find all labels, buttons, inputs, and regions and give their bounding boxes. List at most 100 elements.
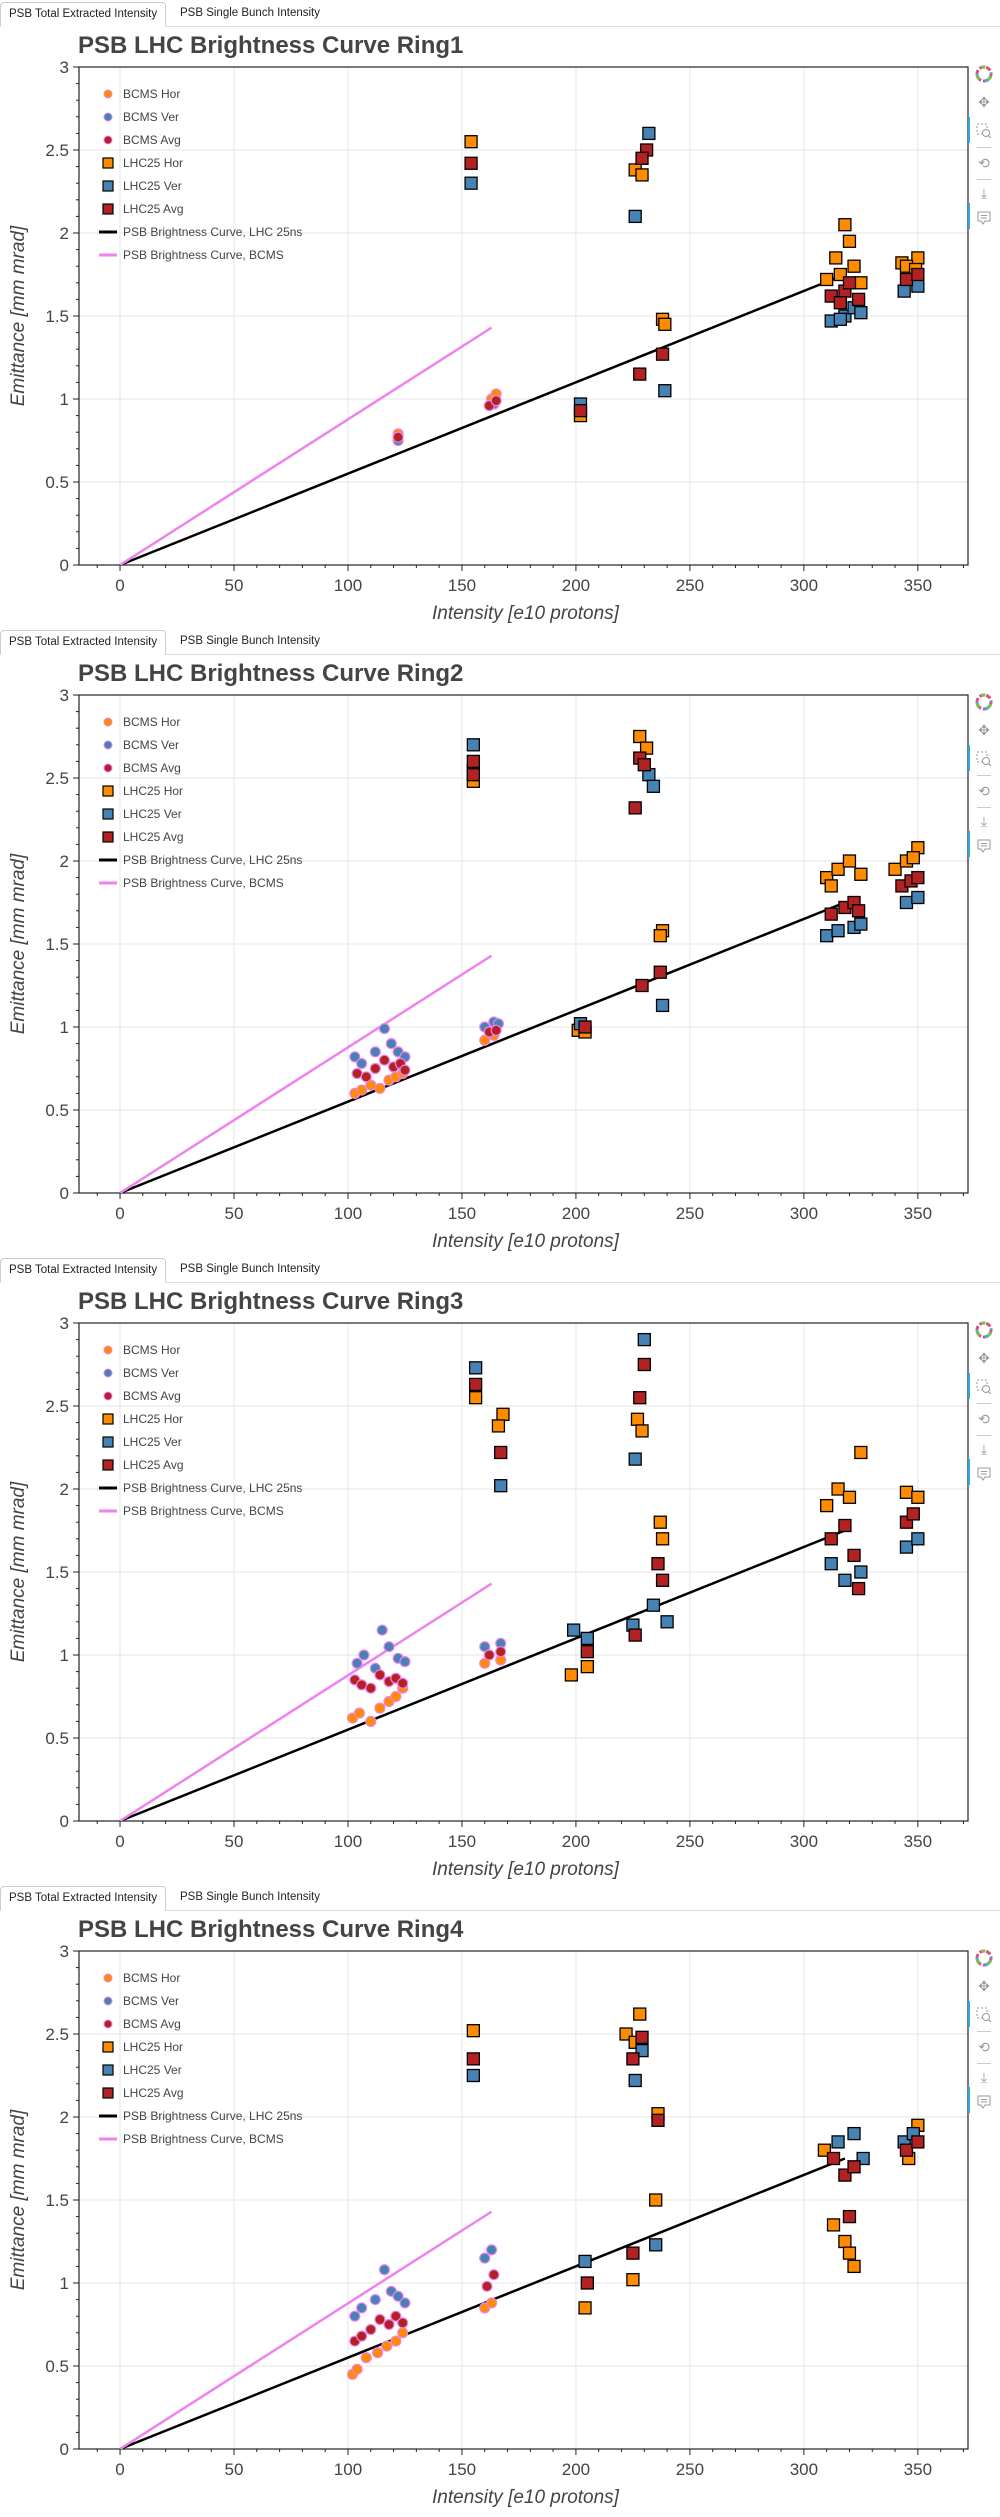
tab-single-bunch-intensity[interactable]: PSB Single Bunch Intensity (180, 1891, 320, 1903)
point-lhc25-ver[interactable] (831, 2135, 845, 2149)
point-bcms-avg[interactable] (399, 1064, 411, 1076)
point-bcms-hor[interactable] (390, 2335, 402, 2347)
point-lhc25-avg[interactable] (633, 1391, 647, 1405)
point-lhc25-ver[interactable] (911, 890, 925, 905)
point-lhc25-hor[interactable] (468, 1391, 483, 1405)
series-line-psb-brightness-curve-bcms[interactable] (119, 1582, 493, 1821)
point-lhc25-hor[interactable] (854, 867, 868, 881)
point-lhc25-hor[interactable] (658, 317, 672, 331)
legend-item-lhc25-ver[interactable]: LHC25 Ver (102, 807, 182, 821)
save-icon[interactable]: ⤓ (980, 2068, 988, 2085)
point-lhc25-avg[interactable] (824, 907, 838, 921)
pan-icon[interactable]: ✥ (978, 721, 990, 738)
tab-total-extracted-intensity[interactable]: PSB Total Extracted Intensity (0, 2, 167, 27)
tab-single-bunch-intensity[interactable]: PSB Single Bunch Intensity (180, 1263, 320, 1275)
legend-item-bcms-ver[interactable]: BCMS Ver (103, 110, 179, 124)
point-lhc25-ver[interactable] (838, 1573, 852, 1587)
point-bcms-avg[interactable] (356, 1679, 368, 1691)
point-lhc25-avg[interactable] (906, 1507, 920, 1521)
tab-total-extracted-intensity[interactable]: PSB Total Extracted Intensity (0, 630, 167, 655)
point-lhc25-avg[interactable] (899, 2143, 914, 2157)
point-lhc25-avg[interactable] (847, 1548, 861, 1563)
point-lhc25-ver[interactable] (642, 126, 656, 141)
point-lhc25-ver[interactable] (646, 779, 661, 793)
point-lhc25-avg[interactable] (635, 2030, 649, 2044)
bokeh-logo-icon[interactable] (974, 1320, 994, 1340)
point-lhc25-hor[interactable] (847, 259, 861, 273)
point-lhc25-avg[interactable] (494, 1445, 508, 1460)
legend-item-lhc25-hor[interactable]: LHC25 Hor (102, 784, 183, 798)
save-icon[interactable]: ⤓ (980, 184, 988, 201)
point-bcms-avg[interactable] (378, 1054, 391, 1066)
legend-item-bcms-hor[interactable]: BCMS Hor (103, 1971, 180, 1985)
legend-item-bcms-hor[interactable]: BCMS Hor (103, 715, 180, 729)
point-lhc25-avg[interactable] (911, 870, 925, 885)
point-lhc25-hor[interactable] (655, 1532, 670, 1546)
point-lhc25-hor[interactable] (564, 1668, 579, 1682)
point-lhc25-hor[interactable] (842, 234, 857, 248)
point-lhc25-ver[interactable] (466, 2068, 481, 2083)
point-lhc25-ver[interactable] (466, 738, 481, 752)
point-lhc25-hor[interactable] (578, 2301, 592, 2315)
point-lhc25-avg[interactable] (851, 904, 866, 918)
point-lhc25-ver[interactable] (833, 312, 847, 326)
point-lhc25-hor[interactable] (838, 2234, 852, 2249)
point-lhc25-hor[interactable] (911, 1490, 925, 1504)
point-lhc25-ver[interactable] (580, 1631, 594, 1646)
point-bcms-hor[interactable] (374, 1082, 386, 1095)
point-bcms-hor[interactable] (479, 1034, 491, 1046)
legend-item-lhc25-avg[interactable]: LHC25 Avg (102, 830, 184, 844)
point-lhc25-ver[interactable] (468, 1361, 483, 1375)
point-lhc25-avg[interactable] (464, 156, 478, 170)
point-lhc25-ver[interactable] (911, 279, 925, 293)
point-lhc25-ver[interactable] (660, 1615, 674, 1629)
legend-item-psb-brightness-curve-lhc-25ns[interactable]: PSB Brightness Curve, LHC 25ns (99, 2109, 302, 2123)
point-lhc25-hor[interactable] (831, 1482, 845, 1496)
point-bcms-ver[interactable] (378, 2264, 391, 2276)
legend-item-bcms-avg[interactable]: BCMS Avg (103, 2017, 181, 2031)
point-bcms-avg[interactable] (383, 2318, 395, 2331)
point-lhc25-hor[interactable] (842, 854, 857, 868)
legend-item-bcms-ver[interactable]: BCMS Ver (103, 738, 179, 752)
point-lhc25-avg[interactable] (899, 272, 914, 287)
legend-item-psb-brightness-curve-lhc-25ns[interactable]: PSB Brightness Curve, LHC 25ns (99, 1481, 302, 1495)
point-lhc25-avg[interactable] (578, 1020, 592, 1034)
point-lhc25-ver[interactable] (831, 924, 845, 938)
bokeh-logo-icon[interactable] (974, 1948, 994, 1968)
series-line-psb-brightness-curve-lhc-25ns[interactable] (119, 901, 846, 1194)
point-bcms-hor[interactable] (372, 2347, 384, 2359)
point-lhc25-avg[interactable] (838, 1518, 852, 1533)
point-lhc25-hor[interactable] (464, 135, 478, 149)
point-bcms-hor[interactable] (485, 2297, 498, 2309)
save-icon[interactable]: ⤓ (980, 1440, 988, 1457)
bokeh-logo-icon[interactable] (974, 64, 994, 84)
legend-item-bcms-ver[interactable]: BCMS Ver (103, 1994, 179, 2008)
point-lhc25-avg[interactable] (651, 2113, 665, 2127)
legend-item-lhc25-avg[interactable]: LHC25 Avg (102, 1458, 184, 1472)
point-bcms-hor[interactable] (381, 2340, 393, 2352)
point-lhc25-hor[interactable] (829, 251, 843, 265)
legend-item-bcms-hor[interactable]: BCMS Hor (103, 1343, 180, 1357)
point-lhc25-ver[interactable] (658, 384, 672, 398)
point-lhc25-avg[interactable] (824, 1532, 838, 1546)
legend-item-psb-brightness-curve-bcms[interactable]: PSB Brightness Curve, BCMS (99, 876, 284, 890)
tab-single-bunch-intensity[interactable]: PSB Single Bunch Intensity (180, 7, 320, 19)
point-bcms-avg[interactable] (356, 2330, 368, 2342)
box-zoom-icon[interactable] (974, 121, 994, 141)
point-lhc25-hor[interactable] (653, 929, 667, 943)
point-lhc25-hor[interactable] (842, 1490, 857, 1504)
point-lhc25-hor[interactable] (820, 272, 834, 287)
legend-item-lhc25-hor[interactable]: LHC25 Hor (102, 1412, 183, 1426)
reset-icon[interactable]: ⟲ (978, 1410, 990, 1427)
point-bcms-hor[interactable] (365, 1715, 377, 1727)
point-lhc25-ver[interactable] (824, 1557, 838, 1571)
point-bcms-avg[interactable] (374, 1669, 386, 1681)
legend-item-lhc25-ver[interactable]: LHC25 Ver (102, 179, 182, 193)
point-bcms-avg[interactable] (397, 2317, 409, 2329)
point-lhc25-hor[interactable] (899, 1485, 914, 1499)
reset-icon[interactable]: ⟲ (978, 154, 990, 171)
point-lhc25-avg[interactable] (651, 1557, 665, 1571)
point-lhc25-avg[interactable] (573, 403, 588, 418)
point-lhc25-ver[interactable] (578, 2254, 592, 2269)
point-lhc25-ver[interactable] (655, 998, 670, 1013)
